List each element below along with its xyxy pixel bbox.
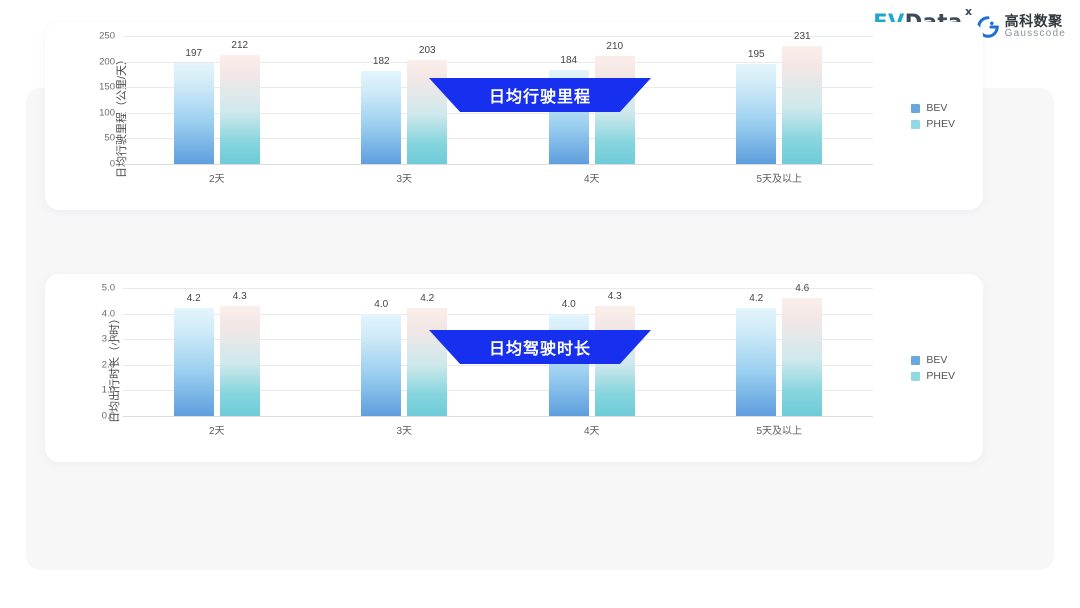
bar-phev[interactable]: 4.2 <box>407 293 448 416</box>
bar-phev[interactable]: 4.6 <box>782 283 823 416</box>
legend-label-bev: BEV <box>926 102 948 114</box>
bar-value-label: 203 <box>418 45 436 57</box>
gridline <box>123 61 873 63</box>
bar-value-label: 4.3 <box>232 290 247 302</box>
bar-value-label: 197 <box>185 48 203 60</box>
legend-label-bev: BEV <box>926 354 948 366</box>
x-axis-label: 3天 <box>396 426 413 437</box>
gridline-baseline <box>123 164 873 165</box>
chart1-y-tick: 100 <box>99 107 115 119</box>
chart-card-daily-duration: 日均出行时长（小时） 5.0 4.0 3.0 2.0 1.0 0.0 4.2 4… <box>45 274 983 462</box>
evdata-x-mark: x <box>965 5 973 18</box>
bar-group: 197 212 <box>123 36 311 164</box>
chart2-y-tick: 4.0 <box>101 308 115 320</box>
gridline <box>123 288 873 289</box>
legend-swatch-bev <box>911 355 921 365</box>
bar-phev[interactable]: 212 <box>219 40 260 164</box>
bar-bev[interactable]: 4.0 <box>361 299 402 416</box>
x-axis-label: 3天 <box>396 174 413 185</box>
gausscode-en-name: Gausscode <box>1004 27 1066 39</box>
bar-value-label: 212 <box>231 40 249 52</box>
chart1-title-banner: 日均行驶里程 <box>429 78 651 112</box>
bar-value-label: 184 <box>560 54 578 66</box>
bar-phev[interactable]: 203 <box>407 45 448 164</box>
gridline <box>123 313 873 315</box>
chart2-y-tick: 2.0 <box>101 359 115 371</box>
gridline-baseline <box>123 416 873 417</box>
legend-swatch-phev <box>911 119 921 129</box>
gridline <box>123 364 873 366</box>
chart2-y-tick: 0.0 <box>101 410 115 422</box>
bar-value-label: 182 <box>372 55 390 67</box>
bar-value-label: 231 <box>793 30 811 42</box>
x-axis-label: 5天及以上 <box>756 426 803 437</box>
bar-value-label: 4.2 <box>186 293 201 305</box>
chart1-y-tick: 50 <box>104 132 115 144</box>
chart1-y-ticks: 250 200 150 100 50 0 <box>73 31 119 170</box>
legend-item-bev[interactable]: BEV <box>911 354 955 366</box>
bar-value-label: 4.0 <box>561 298 576 310</box>
gridline <box>123 138 873 140</box>
bar-value-label: 210 <box>606 41 624 53</box>
bar-value-label: 4.6 <box>795 283 810 295</box>
bar-value-label: 195 <box>747 49 765 61</box>
bar-bev[interactable]: 197 <box>173 48 214 164</box>
bar-group: 4.0 4.2 <box>311 288 499 416</box>
chart-daily-mileage: 日均行驶里程（公里/天） 250 200 150 100 50 0 197 21… <box>45 22 983 210</box>
legend-label-phev: PHEV <box>926 370 955 382</box>
chart2-bar-groups: 4.2 4.3 4.0 4.2 4.0 4.3 4.2 4.6 <box>123 283 874 416</box>
bar-group: 182 203 <box>311 36 499 164</box>
gausscode-cn-name: 高科数聚 <box>1004 12 1063 29</box>
x-axis-label: 4天 <box>583 174 600 185</box>
bar-bev[interactable]: 182 <box>361 56 402 164</box>
bar-group: 4.2 4.3 <box>123 288 311 416</box>
chart2-y-tick: 5.0 <box>101 282 115 294</box>
chart2-y-tick: 1.0 <box>101 384 115 396</box>
gausscode-logo: 高科数聚 Gausscode <box>976 14 1066 39</box>
x-axis-label: 4天 <box>583 426 600 437</box>
gridline <box>123 36 873 37</box>
bar-bev[interactable]: 4.0 <box>548 299 589 416</box>
bar-bev[interactable]: 4.2 <box>736 293 777 416</box>
bar-value-label: 4.2 <box>420 293 435 305</box>
gridline <box>123 112 873 114</box>
bar-value-label: 4.3 <box>607 290 622 302</box>
chart1-bar-groups: 197 212 182 203 184 210 195 231 <box>123 31 874 164</box>
bar-group: 195 231 <box>686 31 874 164</box>
chart-card-daily-mileage: 日均行驶里程（公里/天） 250 200 150 100 50 0 197 21… <box>45 22 983 210</box>
chart1-y-tick: 150 <box>99 81 115 93</box>
gausscode-text: 高科数聚 Gausscode <box>1005 14 1066 39</box>
chart1-y-tick: 250 <box>99 30 115 42</box>
chart1-x-labels: 2天 3天 4天 5天及以上 <box>123 170 873 185</box>
legend-item-bev[interactable]: BEV <box>911 102 955 114</box>
bar-group: 4.2 4.6 <box>686 283 874 416</box>
legend-swatch-bev <box>911 103 921 113</box>
chart2-y-ticks: 5.0 4.0 3.0 2.0 1.0 0.0 <box>73 283 119 422</box>
legend-item-phev[interactable]: PHEV <box>911 118 955 130</box>
bar-value-label: 4.0 <box>374 298 389 310</box>
x-axis-label: 2天 <box>208 174 225 185</box>
bar-bev[interactable]: 195 <box>736 49 777 164</box>
chart1-y-tick: 200 <box>99 56 115 68</box>
legend-swatch-phev <box>911 371 921 381</box>
chart2-title-banner: 日均驾驶时长 <box>429 330 651 364</box>
chart2-legend: BEV PHEV <box>911 354 955 382</box>
bar-value-label: 4.2 <box>749 293 764 305</box>
bar-phev[interactable]: 231 <box>782 31 823 164</box>
legend-label-phev: PHEV <box>926 118 955 130</box>
x-axis-label: 2天 <box>208 426 225 437</box>
x-axis-label: 5天及以上 <box>756 174 803 185</box>
legend-item-phev[interactable]: PHEV <box>911 370 955 382</box>
bar-phev[interactable]: 4.3 <box>219 291 260 416</box>
chart1-legend: BEV PHEV <box>911 102 955 130</box>
gridline <box>123 390 873 392</box>
chart2-x-labels: 2天 3天 4天 5天及以上 <box>123 422 873 437</box>
chart2-y-tick: 3.0 <box>101 333 115 345</box>
chart-daily-duration: 日均出行时长（小时） 5.0 4.0 3.0 2.0 1.0 0.0 4.2 4… <box>45 274 983 462</box>
chart1-y-tick: 0 <box>109 158 115 170</box>
bar-bev[interactable]: 4.2 <box>173 293 214 416</box>
